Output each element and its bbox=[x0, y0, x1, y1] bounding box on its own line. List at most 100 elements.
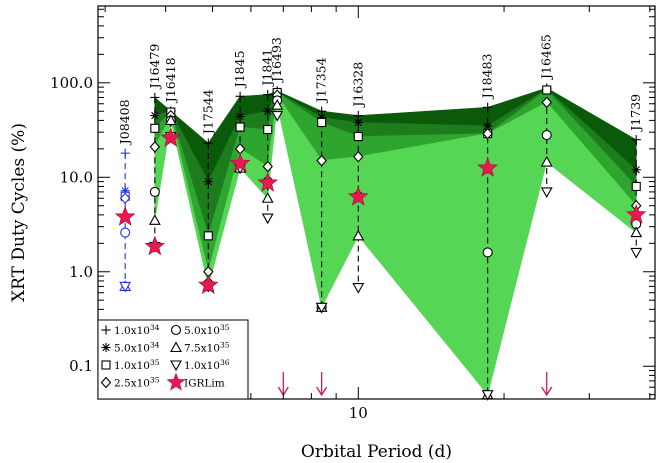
marker-J16479-1 bbox=[150, 110, 160, 121]
legend-exponent: 35 bbox=[220, 341, 230, 350]
source-labels-layer: J08408 J16479 J16418 J17544 J1845 J1841J16493… bbox=[117, 34, 643, 146]
marker-J08408-4 bbox=[120, 227, 131, 238]
upper-limit-arrow-0 bbox=[277, 372, 289, 397]
marker-J16418-5 bbox=[164, 114, 177, 125]
marker-J18483-3 bbox=[482, 127, 493, 140]
marker-J18483-1 bbox=[483, 121, 493, 131]
igrlim-star-J16479 bbox=[144, 235, 166, 256]
legend-marker-square bbox=[101, 360, 111, 370]
y-tick-label-2: 10.0 bbox=[60, 168, 93, 186]
source-label-J1739: J1739 bbox=[628, 94, 643, 133]
upper-limit-arrow-2 bbox=[541, 372, 553, 397]
source-label-J16418: J16418 bbox=[163, 57, 178, 104]
source-label-J16328: J16328 bbox=[350, 62, 365, 109]
legend-exponent: 35 bbox=[150, 358, 160, 367]
marker-J17354-2 bbox=[317, 117, 327, 128]
legend-label-7: IGRLim bbox=[184, 378, 225, 390]
x-axis-title: Orbital Period (d) bbox=[301, 442, 452, 462]
source-label-J18483: J18483 bbox=[480, 53, 495, 100]
marker-J16479-4 bbox=[149, 186, 160, 197]
legend-exponent: 35 bbox=[220, 323, 230, 332]
marker-J18483-0 bbox=[483, 102, 493, 112]
source-label-J16493: J16493 bbox=[269, 37, 284, 84]
igrlim-star-J08408 bbox=[114, 206, 136, 226]
marker-J16328-1 bbox=[353, 117, 363, 128]
marker-J1739-2 bbox=[631, 181, 641, 191]
legend-marker-plus bbox=[101, 325, 111, 335]
igrlim-star-J16418 bbox=[160, 127, 182, 147]
legend-label-5: 7.5x1035 bbox=[184, 341, 230, 355]
legend-exponent: 36 bbox=[220, 358, 230, 367]
marker-J08408-3 bbox=[119, 192, 131, 205]
legend-marker-star bbox=[166, 372, 186, 391]
legend-marker-diamond bbox=[100, 376, 112, 389]
marker-J17354-3 bbox=[316, 154, 327, 167]
source-label-J16479: J16479 bbox=[147, 44, 162, 91]
marker-J1845-0 bbox=[235, 91, 245, 101]
legend-marker-triangle-up bbox=[170, 341, 182, 353]
marker-J16328-3 bbox=[353, 150, 364, 163]
marker-J16479-3 bbox=[149, 141, 161, 153]
igrlim-star-J18483 bbox=[477, 157, 498, 177]
marker-J16493-5 bbox=[271, 99, 284, 110]
marker-J1841-6 bbox=[261, 213, 274, 225]
marker-J17354-6 bbox=[315, 302, 328, 314]
marker-J08408-0 bbox=[120, 148, 130, 158]
source-label-J1845: J1845 bbox=[232, 50, 247, 89]
legend-marker-triangle-down bbox=[170, 360, 182, 372]
marker-J16328-2 bbox=[353, 131, 363, 142]
marker-J16465-2 bbox=[542, 85, 552, 95]
igrlim-star-J1739 bbox=[625, 204, 647, 224]
y-tick-label-0: 0.1 bbox=[69, 357, 93, 375]
upper-limit-arrows-layer bbox=[277, 372, 553, 397]
marker-J16465-3 bbox=[541, 96, 552, 109]
marker-J17544-0 bbox=[203, 138, 213, 148]
marker-J17544-1 bbox=[203, 177, 213, 187]
legend-label-2: 1.0x1035 bbox=[114, 358, 160, 372]
marker-J16465-6 bbox=[540, 187, 553, 199]
legend-label-4: 5.0x1035 bbox=[184, 323, 230, 337]
marker-J18483-6 bbox=[481, 390, 494, 401]
legend-label-3: 2.5x1035 bbox=[114, 376, 160, 390]
marker-J17544-2 bbox=[203, 231, 213, 241]
marker-J1845-1 bbox=[235, 111, 245, 122]
plot-frame bbox=[97, 5, 656, 400]
marker-J1841-2 bbox=[263, 125, 273, 135]
marker-J16479-2 bbox=[150, 123, 160, 133]
legend-marker-circle bbox=[170, 324, 182, 336]
legend-exponent: 34 bbox=[150, 323, 160, 332]
marker-J1739-5 bbox=[630, 226, 643, 238]
source-label-J1841: J1841 bbox=[260, 49, 275, 88]
marker-J16465-4 bbox=[541, 129, 552, 141]
markers-layer bbox=[114, 83, 647, 401]
marker-J1841-1 bbox=[263, 106, 273, 116]
y-axis-title: XRT Duty Cycles (%) bbox=[9, 123, 29, 302]
upper-limit-arrow-1 bbox=[316, 372, 328, 397]
legend: 1.0x1034 5.0x1034 1.0x1035 2.5x1035 5.0x1035… bbox=[97, 319, 249, 400]
marker-J16328-6 bbox=[352, 283, 365, 294]
axis-ticks-layer: 0.1 1.0 10.0 100.0 10 bbox=[50, 6, 655, 422]
marker-J1739-6 bbox=[630, 247, 643, 259]
marker-J1845-2 bbox=[235, 122, 245, 132]
marker-J16328-5 bbox=[352, 229, 365, 241]
marker-J16465-5 bbox=[540, 155, 553, 167]
legend-label-6: 1.0x1036 bbox=[184, 358, 230, 372]
y-tick-label-1: 1.0 bbox=[69, 263, 93, 281]
marker-J16479-5 bbox=[148, 214, 161, 225]
y-tick-label-3: 100.0 bbox=[50, 74, 93, 92]
igrlim-star-J1845 bbox=[229, 152, 251, 173]
marker-J1739-0 bbox=[631, 135, 641, 145]
marker-J1841-3 bbox=[262, 160, 273, 173]
source-label-J08408: J08408 bbox=[117, 99, 132, 146]
marker-J16493-6 bbox=[271, 111, 284, 122]
source-label-J17354: J17354 bbox=[314, 57, 329, 104]
igrlim-star-J17544 bbox=[198, 274, 219, 294]
marker-J1841-5 bbox=[261, 192, 274, 203]
legend-exponent: 34 bbox=[150, 341, 160, 350]
igrlim-star-J16328 bbox=[348, 186, 369, 206]
legend-label-0: 1.0x1034 bbox=[114, 323, 160, 337]
marker-J1739-1 bbox=[631, 165, 641, 175]
igrlim-star-J1841 bbox=[257, 172, 278, 192]
marker-J16479-0 bbox=[150, 92, 160, 103]
